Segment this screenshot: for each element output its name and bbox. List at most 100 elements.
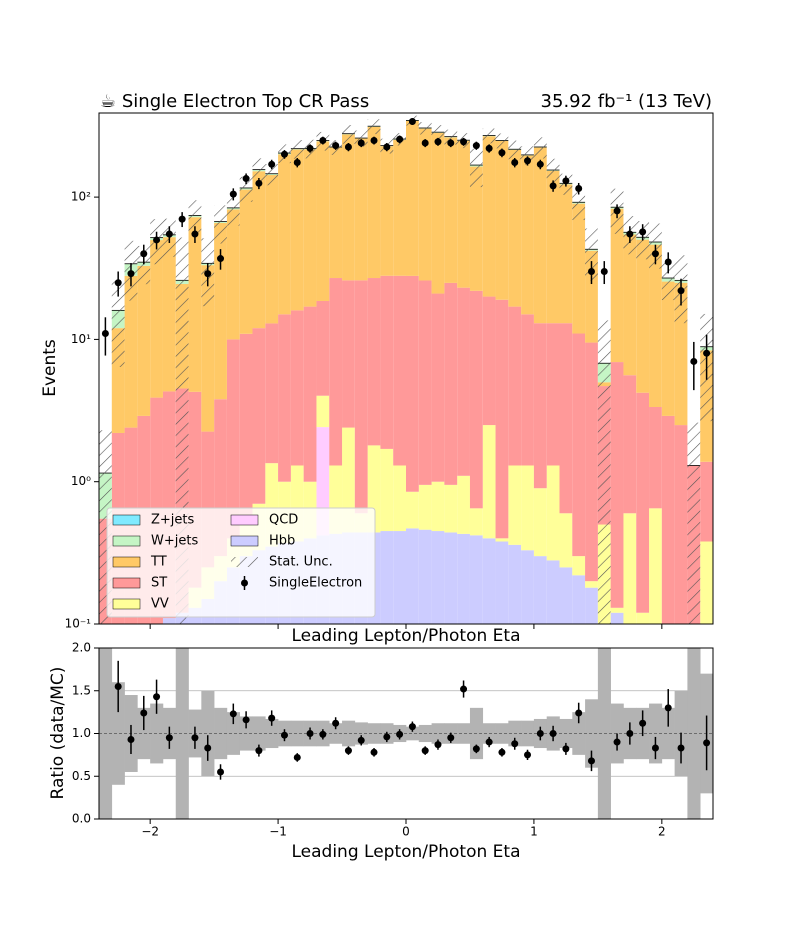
bar-segment xyxy=(418,280,432,485)
data-point xyxy=(242,175,250,183)
bar-segment xyxy=(495,538,509,542)
y-tick-label: 10¹ xyxy=(71,332,91,346)
data-point xyxy=(191,734,199,742)
bar-segment xyxy=(342,134,355,281)
data-point xyxy=(485,144,493,152)
bar-segment xyxy=(290,149,304,311)
data-point xyxy=(626,230,634,238)
bar-segment xyxy=(559,513,573,568)
y-tick-label: 10⁻¹ xyxy=(65,617,92,631)
bar-segment xyxy=(610,362,624,608)
legend-swatch xyxy=(112,556,141,568)
bar-segment xyxy=(303,149,317,307)
bar-segment xyxy=(444,484,458,533)
bar-segment xyxy=(316,300,330,396)
bar-segment xyxy=(162,618,176,624)
bar-segment xyxy=(585,581,598,588)
data-point xyxy=(357,736,365,744)
data-point xyxy=(280,731,288,739)
x-axis-label: Leading Lepton/Photon Eta xyxy=(291,842,520,862)
data-point xyxy=(703,739,711,747)
bar-segment xyxy=(623,513,637,624)
legend-swatch xyxy=(230,514,259,526)
stat-unc-band xyxy=(290,720,304,747)
bar-segment xyxy=(610,612,624,624)
legend-swatch xyxy=(112,535,141,547)
data-point xyxy=(690,357,698,365)
stat-unc xyxy=(367,119,381,135)
x-tick-label: −1 xyxy=(269,825,287,839)
x-axis-label: Leading Lepton/Photon Eta xyxy=(291,626,520,646)
data-point xyxy=(677,287,685,295)
data-point xyxy=(127,270,135,278)
bar-segment xyxy=(124,275,138,428)
bar-segment xyxy=(585,587,598,624)
bar-segment xyxy=(457,533,470,624)
legend-label: SingleElectron xyxy=(269,576,362,591)
bar-segment xyxy=(521,314,534,466)
data-point xyxy=(127,735,135,743)
data-point xyxy=(575,184,583,192)
data-point xyxy=(153,693,161,701)
stat-unc-band xyxy=(687,648,701,819)
bar-segment xyxy=(546,560,560,624)
bar-segment xyxy=(482,136,496,297)
data-point xyxy=(383,733,391,741)
data-point xyxy=(434,138,442,146)
bar-segment xyxy=(342,280,355,428)
data-point xyxy=(511,740,519,748)
bar-segment xyxy=(393,139,406,276)
bar-segment xyxy=(188,217,202,392)
bar-segment xyxy=(649,244,662,407)
bar-segment xyxy=(674,425,688,624)
legend-swatch xyxy=(112,514,141,526)
data-point xyxy=(485,738,493,746)
data-point xyxy=(370,136,378,144)
bar-segment xyxy=(572,575,586,624)
data-point xyxy=(498,149,506,157)
y-tick-label: 1.0 xyxy=(72,726,91,740)
bar-segment xyxy=(354,138,368,281)
stat-unc xyxy=(585,228,598,281)
stat-unc xyxy=(533,137,547,159)
stat-unc xyxy=(469,148,483,188)
data-point xyxy=(613,738,621,746)
stat-unc-band xyxy=(201,690,215,777)
data-point xyxy=(639,719,647,727)
legend-label: TT xyxy=(150,555,167,570)
stat-unc xyxy=(188,200,202,236)
bar-segment xyxy=(226,339,240,539)
data-point xyxy=(229,710,237,718)
bar-segment xyxy=(444,532,458,624)
bar-segment xyxy=(431,132,445,294)
y-tick-label: 1.5 xyxy=(72,683,91,697)
x-tick-label: 2 xyxy=(658,825,666,839)
stat-unc-band xyxy=(342,720,356,747)
bar-segment xyxy=(252,328,266,504)
stat-unc xyxy=(687,422,701,624)
bar-segment xyxy=(201,265,215,432)
bar-segment xyxy=(623,234,637,376)
bar-segment xyxy=(406,491,419,529)
bar-segment xyxy=(546,323,560,466)
bar-segment xyxy=(316,141,330,301)
data-point xyxy=(447,139,455,147)
bar-segment xyxy=(636,392,650,613)
data-point xyxy=(268,714,276,722)
data-point xyxy=(639,228,647,236)
bar-segment xyxy=(354,280,368,514)
bar-segment xyxy=(214,222,227,400)
data-point xyxy=(101,330,109,338)
bar-segment xyxy=(316,395,330,428)
stat-unc-band xyxy=(457,723,471,744)
bar-segment xyxy=(329,147,343,279)
data-point xyxy=(332,719,340,727)
bar-segment xyxy=(610,208,624,363)
axes: 10⁻¹ 10⁰ 10¹ 10² 0.0 0.5 1.0 1.5 2.0 −2 −1 0 1 2 xyxy=(65,112,714,839)
data-point xyxy=(293,159,301,167)
data-point xyxy=(383,143,391,151)
bar-segment xyxy=(380,146,394,276)
bar-segment xyxy=(457,140,470,288)
bar-segment xyxy=(457,287,470,476)
bar-segment xyxy=(636,612,650,624)
